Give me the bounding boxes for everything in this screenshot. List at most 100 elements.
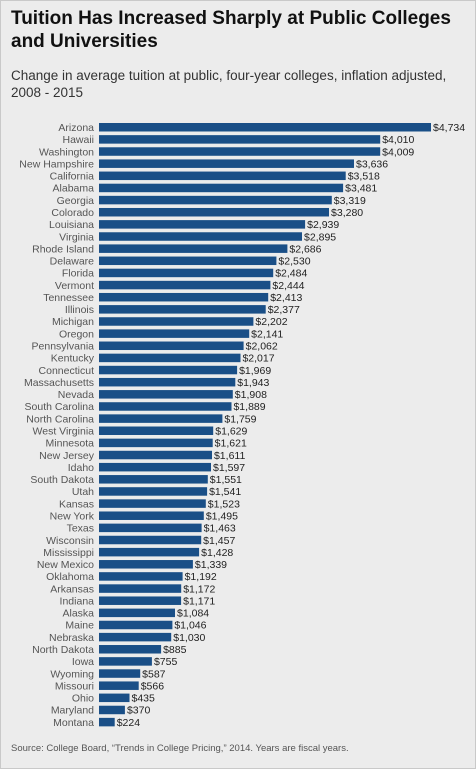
value-label: $755 bbox=[154, 656, 178, 668]
state-label: New Jersey bbox=[39, 450, 95, 462]
value-label: $2,062 bbox=[246, 341, 278, 353]
value-label: $2,141 bbox=[251, 328, 283, 340]
state-label: Illinois bbox=[65, 304, 94, 316]
state-label: Pennsylvania bbox=[32, 341, 95, 353]
bar bbox=[99, 705, 125, 715]
bar bbox=[99, 681, 139, 690]
value-label: $1,551 bbox=[210, 474, 242, 486]
value-label: $1,629 bbox=[215, 426, 247, 438]
state-label: Colorado bbox=[51, 207, 94, 219]
bar bbox=[99, 292, 269, 302]
state-label: Maryland bbox=[51, 705, 94, 717]
state-label: Montana bbox=[53, 717, 94, 729]
chart-title: Tuition Has Increased Sharply at Public … bbox=[11, 8, 451, 52]
value-label: $2,444 bbox=[272, 280, 304, 292]
bar bbox=[99, 305, 266, 314]
value-label: $1,908 bbox=[235, 389, 267, 401]
bar bbox=[99, 693, 130, 703]
state-label: Iowa bbox=[72, 656, 94, 668]
state-label: Ohio bbox=[72, 693, 94, 705]
bar bbox=[99, 572, 183, 581]
bar bbox=[99, 547, 200, 557]
bar bbox=[99, 220, 306, 229]
bar bbox=[99, 475, 208, 484]
bar bbox=[99, 268, 274, 278]
state-label: South Dakota bbox=[30, 474, 94, 486]
value-label: $1,457 bbox=[203, 535, 235, 547]
state-label: Missouri bbox=[55, 680, 94, 692]
state-label: Arizona bbox=[58, 122, 94, 134]
state-label: Washington bbox=[39, 146, 94, 158]
state-label: Idaho bbox=[68, 462, 94, 474]
value-label: $370 bbox=[127, 705, 151, 717]
bar bbox=[99, 657, 152, 666]
value-label: $1,621 bbox=[215, 438, 247, 450]
value-label: $1,030 bbox=[173, 632, 205, 644]
state-label: Arkansas bbox=[50, 583, 94, 595]
value-label: $1,523 bbox=[208, 498, 240, 510]
value-label: $435 bbox=[132, 693, 156, 705]
bar bbox=[99, 717, 115, 727]
bar bbox=[99, 487, 208, 496]
value-label: $1,889 bbox=[233, 401, 265, 413]
value-label: $2,377 bbox=[268, 304, 300, 316]
bar bbox=[99, 365, 238, 375]
state-label: Alaska bbox=[62, 608, 94, 620]
state-label: New Hampshire bbox=[19, 158, 94, 170]
state-label: West Virginia bbox=[33, 426, 95, 438]
state-label: Nevada bbox=[58, 389, 94, 401]
state-label: Wyoming bbox=[50, 668, 94, 680]
state-label: Georgia bbox=[57, 195, 95, 207]
state-label: Utah bbox=[72, 486, 94, 498]
value-label: $4,009 bbox=[382, 146, 414, 158]
bar bbox=[99, 244, 288, 253]
value-label: $1,172 bbox=[183, 583, 215, 595]
bar bbox=[99, 596, 182, 605]
state-label: Virginia bbox=[59, 231, 94, 243]
bar-chart: Arizona $4,734 Hawaii $4,010 Washington $4,00… bbox=[19, 122, 465, 729]
state-label: Kentucky bbox=[51, 353, 95, 365]
value-label: $3,636 bbox=[356, 158, 388, 170]
value-label: $2,895 bbox=[304, 231, 336, 243]
value-label: $1,943 bbox=[237, 377, 269, 389]
state-label: Connecticut bbox=[39, 365, 95, 377]
state-label: Florida bbox=[62, 268, 94, 280]
state-label: Vermont bbox=[55, 280, 94, 292]
value-label: $4,734 bbox=[433, 122, 465, 134]
state-label: South Carolina bbox=[25, 401, 95, 413]
bar bbox=[99, 390, 233, 399]
value-label: $885 bbox=[163, 644, 187, 656]
bar bbox=[99, 183, 344, 193]
value-label: $3,518 bbox=[348, 171, 380, 183]
state-label: California bbox=[50, 171, 95, 183]
bar bbox=[99, 669, 141, 678]
bar bbox=[99, 608, 175, 618]
value-label: $1,759 bbox=[224, 413, 256, 425]
value-label: $1,339 bbox=[195, 559, 227, 571]
bar bbox=[99, 511, 204, 520]
bar bbox=[99, 499, 206, 508]
state-label: Maine bbox=[65, 620, 94, 632]
bar bbox=[99, 620, 173, 630]
value-label: $2,017 bbox=[242, 353, 274, 365]
state-label: Mississippi bbox=[43, 547, 94, 559]
bar bbox=[99, 329, 250, 338]
state-label: Tennessee bbox=[43, 292, 94, 304]
value-label: $1,495 bbox=[206, 510, 238, 522]
value-label: $2,202 bbox=[255, 316, 287, 328]
value-label: $224 bbox=[117, 717, 141, 729]
bar bbox=[99, 438, 213, 448]
state-label: North Carolina bbox=[26, 413, 94, 425]
bar bbox=[99, 232, 302, 241]
bar bbox=[99, 341, 244, 351]
value-label: $1,084 bbox=[177, 608, 209, 620]
bar bbox=[99, 450, 212, 460]
value-label: $2,686 bbox=[289, 243, 321, 255]
value-label: $4,010 bbox=[382, 134, 414, 146]
state-label: Oregon bbox=[59, 328, 94, 340]
bar bbox=[99, 462, 211, 472]
source-note: Source: College Board, “Trends in Colleg… bbox=[11, 743, 349, 754]
chart-subtitle: Change in average tuition at public, fou… bbox=[11, 68, 447, 100]
bar bbox=[99, 171, 346, 181]
